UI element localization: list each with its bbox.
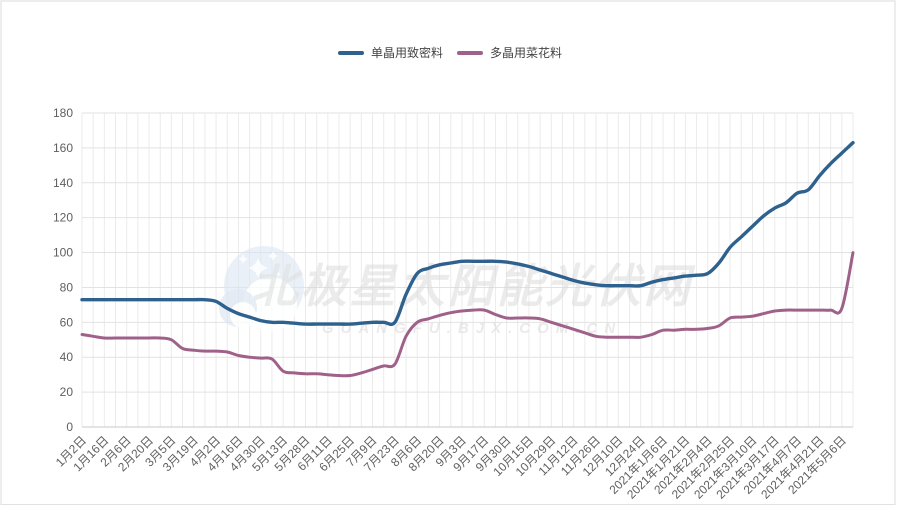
y-axis-tick-label: 140 [53, 176, 73, 190]
y-axis-tick-label: 160 [53, 141, 73, 155]
y-axis-tick-label: 20 [60, 385, 74, 399]
series-layer [80, 141, 855, 378]
legend-item-mono-dense[interactable]: 单晶用致密料 [337, 44, 443, 61]
watermark: 北极星太阳能光伏网 GUANGFU.BJX.COM.CN [219, 246, 693, 337]
y-axis-tick-label: 120 [53, 211, 73, 225]
series-line-mono-dense[interactable] [80, 141, 855, 327]
legend-line-swatch-mono [337, 50, 364, 55]
legend-label-poly: 多晶用菜花料 [490, 46, 563, 60]
y-axis-tick-label: 100 [53, 246, 73, 260]
y-axis-tick-label: 80 [60, 280, 74, 294]
y-axis-tick-label: 180 [53, 106, 73, 120]
series-line-poly-cauliflower[interactable] [80, 251, 855, 378]
legend-item-poly-cauliflower[interactable]: 多晶用菜花料 [457, 44, 562, 61]
legend-line-swatch-poly [457, 50, 483, 55]
y-axis-tick-label: 40 [60, 350, 74, 364]
y-axis-tick-label: 0 [66, 420, 73, 434]
legend-label-mono: 单晶用致密料 [370, 46, 443, 60]
y-axis-tick-label: 60 [60, 315, 74, 329]
chart-legend: 单晶用致密料 多晶用菜花料 [0, 44, 900, 61]
